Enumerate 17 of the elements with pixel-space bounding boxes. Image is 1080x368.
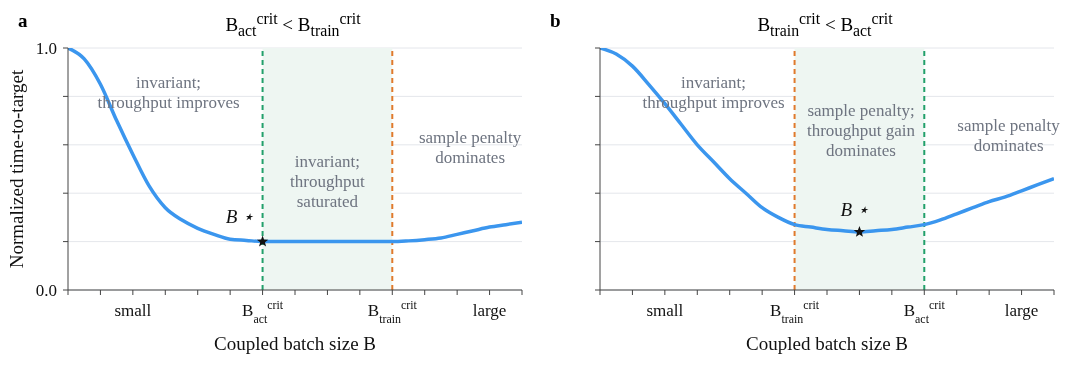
- x-axis-title: Coupled batch size B: [214, 333, 376, 354]
- annotation: B ⋆: [840, 199, 869, 221]
- annotation: sample penalty; throughput gain dominates: [806, 101, 916, 161]
- text: b: [550, 10, 561, 32]
- text: a: [18, 10, 28, 32]
- x-tick-label: small: [646, 301, 684, 320]
- y-axis-title: Normalized time-to-target: [5, 69, 27, 269]
- x-tick-label: large: [1004, 301, 1039, 320]
- x-tick-label: large: [472, 301, 507, 320]
- x-axis-title: Coupled batch size B: [746, 333, 908, 354]
- x-tick-label: small: [114, 301, 152, 320]
- annotation: sample penalty dominates: [957, 116, 1061, 156]
- y-tick-label: 0.0: [35, 281, 57, 300]
- annotation: sample penalty dominates: [418, 128, 522, 168]
- annotation: invariant; throughput saturated: [290, 152, 366, 212]
- annotation: B ⋆: [225, 206, 255, 228]
- y-tick-label: 1.0: [35, 39, 57, 58]
